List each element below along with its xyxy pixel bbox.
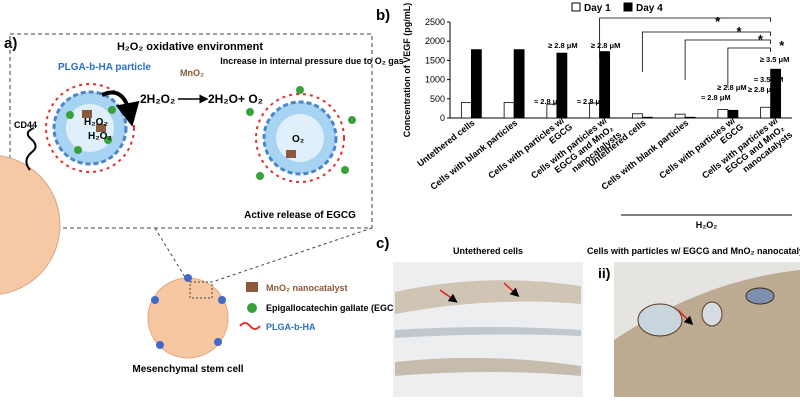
products: 2H₂O+ O₂ bbox=[208, 92, 263, 106]
h2o2-label: H₂O₂ bbox=[88, 131, 112, 142]
zoom-box bbox=[9, 33, 373, 229]
bar bbox=[727, 109, 739, 119]
bar bbox=[556, 52, 568, 119]
zoom-line bbox=[154, 227, 189, 283]
particle-left bbox=[45, 83, 135, 173]
annotation: ≥ 3.5 μM bbox=[760, 55, 790, 64]
image-title: Cells with particles w/ EGCG and MnO₂ na… bbox=[587, 246, 800, 256]
micrograph bbox=[614, 262, 800, 397]
legend-swatch bbox=[571, 2, 581, 12]
bar bbox=[546, 103, 558, 119]
image-title: Untethered cells bbox=[453, 246, 523, 256]
annotation: ≈ 2.8 μM bbox=[577, 97, 607, 106]
env-title: H₂O₂ oxidative environment bbox=[117, 41, 263, 53]
legend-swatch bbox=[623, 2, 633, 12]
significance-bracket bbox=[641, 31, 772, 72]
y-tick-label: 0 bbox=[440, 113, 445, 123]
annotation: ≥ 2.8 μM bbox=[717, 83, 747, 92]
significance-star: * bbox=[758, 32, 764, 47]
bar bbox=[760, 106, 772, 119]
annotation: ≥ 2.8 μM bbox=[748, 85, 778, 94]
zoom-line bbox=[211, 227, 373, 283]
annotation: ≥ 2.8 μM bbox=[591, 41, 621, 50]
panel-label: c) bbox=[376, 235, 389, 252]
bar bbox=[631, 113, 643, 119]
zoom-region bbox=[189, 281, 213, 299]
legend-swatch bbox=[247, 303, 257, 313]
catalyst-label: MnO₂ bbox=[180, 68, 204, 78]
legend-label: Epigallocatechin gallate (EGCG) bbox=[266, 303, 404, 313]
legend-label: MnO₂ nanocatalyst bbox=[266, 283, 348, 293]
legend-label: Day 4 bbox=[636, 3, 663, 14]
bar bbox=[503, 102, 515, 119]
significance-star: * bbox=[737, 24, 743, 39]
micrograph bbox=[393, 262, 583, 397]
bar bbox=[470, 49, 482, 119]
particle-right bbox=[246, 86, 356, 183]
cell-label: Mesenchymal stem cell bbox=[132, 364, 243, 375]
bar bbox=[717, 109, 729, 119]
bar bbox=[684, 116, 696, 119]
receptor-label: CD44 bbox=[14, 120, 37, 130]
panel-label: a) bbox=[4, 35, 17, 52]
panel-label: b) bbox=[376, 7, 390, 24]
particle-label: PLGA-b-HA particle bbox=[58, 62, 151, 73]
curved-arrow bbox=[101, 90, 140, 127]
bar bbox=[674, 113, 686, 119]
group-label: H₂O₂ bbox=[696, 220, 718, 230]
cell-surface bbox=[0, 155, 61, 295]
legend-swatch bbox=[246, 282, 258, 292]
o2-label: O₂ bbox=[292, 134, 304, 145]
significance-star: * bbox=[779, 38, 785, 53]
bar bbox=[770, 68, 782, 119]
bar bbox=[599, 51, 611, 119]
y-tick-label: 500 bbox=[430, 94, 445, 104]
sub-label: ii) bbox=[598, 265, 610, 281]
reactant: 2H₂O₂ bbox=[140, 92, 175, 106]
significance-bracket bbox=[727, 47, 772, 88]
significance-bracket bbox=[599, 17, 772, 58]
legend-label: PLGA-b-HA bbox=[266, 322, 316, 332]
y-tick-label: 2500 bbox=[425, 17, 445, 27]
significance-star: * bbox=[715, 14, 721, 29]
y-tick-label: 1000 bbox=[425, 75, 445, 85]
pressure-note: Increase in internal pressure due to O₂ … bbox=[220, 56, 404, 66]
h2o2-label: H₂O₂ bbox=[84, 117, 108, 128]
y-tick-label: 1500 bbox=[425, 55, 445, 65]
x-tick-label: Cells with blank particles bbox=[428, 118, 519, 192]
annotation: ≈ 3.5 μM bbox=[754, 75, 784, 84]
cd44-receptor bbox=[25, 127, 37, 171]
legend-swatch bbox=[239, 322, 261, 330]
bar bbox=[641, 116, 653, 119]
x-tick-label: Cells with particles w/ EGCG and MnO₂ na… bbox=[700, 114, 794, 197]
bar bbox=[460, 102, 472, 119]
annotation: ≈ 2.8 μM bbox=[534, 97, 564, 106]
pressure-note-text: Increase in internal pressure due to O₂ … bbox=[220, 56, 404, 66]
legend-label: Day 1 bbox=[584, 3, 611, 14]
significance-bracket bbox=[684, 39, 772, 80]
y-tick-label: 2000 bbox=[425, 36, 445, 46]
release-label: Active release of EGCG bbox=[244, 210, 356, 221]
bar bbox=[513, 49, 525, 119]
annotation: ≥ 2.8 μM bbox=[548, 41, 578, 50]
annotation: ≈ 2.8 μM bbox=[701, 93, 731, 102]
y-axis-label: Concentration of VEGF (pg/mL) bbox=[402, 3, 412, 138]
